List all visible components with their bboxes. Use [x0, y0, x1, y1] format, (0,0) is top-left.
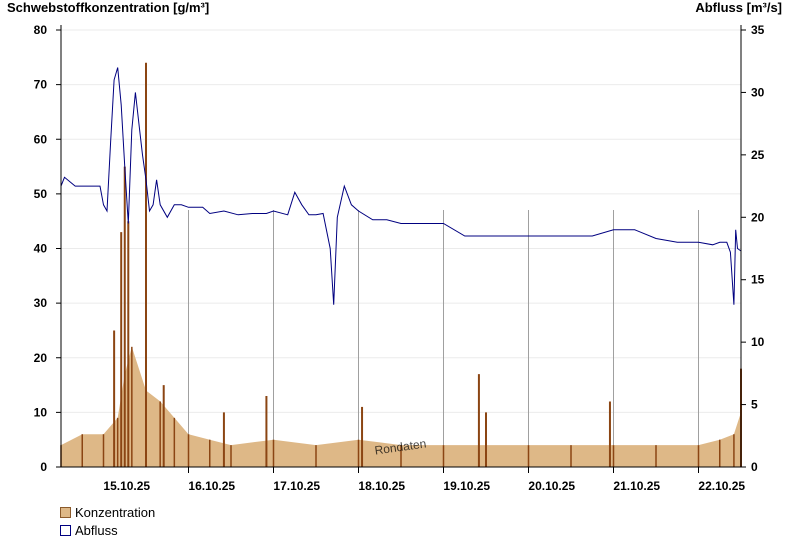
abfluss-line [60, 67, 742, 305]
legend-swatch-konzentration [60, 507, 71, 518]
left-axis-tick-label: 0 [40, 460, 47, 474]
left-axis-tick-label: 80 [34, 23, 48, 37]
right-axis-tick-label: 0 [751, 460, 758, 474]
x-axis-tick-label: 17.10.25 [273, 479, 320, 493]
left-axis-tick-label: 30 [34, 296, 48, 310]
right-axis-tick-label: 35 [751, 23, 765, 37]
x-axis-tick-label: 20.10.25 [528, 479, 575, 493]
right-axis-tick-label: 25 [751, 148, 765, 162]
x-axis-tick-label: 22.10.25 [698, 479, 745, 493]
legend-item-konzentration: Konzentration [60, 505, 155, 520]
left-axis-tick-label: 50 [34, 187, 48, 201]
right-axis-tick-label: 10 [751, 335, 765, 349]
x-axis-tick-label: 15.10.25 [103, 479, 150, 493]
right-axis-tick-label: 15 [751, 273, 765, 287]
left-axis-tick-label: 60 [34, 132, 48, 146]
left-axis-tick-label: 10 [34, 405, 48, 419]
x-axis-tick-label: 19.10.25 [443, 479, 490, 493]
left-axis-tick-label: 40 [34, 242, 48, 256]
x-axis-tick-label: 18.10.25 [358, 479, 405, 493]
left-axis-tick-label: 70 [34, 78, 48, 92]
right-axis-tick-label: 30 [751, 85, 765, 99]
legend-label-konzentration: Konzentration [75, 505, 156, 520]
right-axis-tick-label: 20 [751, 210, 765, 224]
legend-label-abfluss: Abfluss [75, 523, 118, 538]
x-axis-tick-label: 21.10.25 [613, 479, 660, 493]
legend-swatch-abfluss [60, 525, 71, 536]
chart-area: Rondaten01020304050607080051015202530351… [34, 23, 765, 493]
right-axis-tick-label: 5 [751, 398, 758, 412]
right-axis-title: Abfluss [m³/s] [695, 0, 782, 15]
left-axis-tick-label: 20 [34, 351, 48, 365]
x-axis-tick-label: 16.10.25 [188, 479, 235, 493]
legend-item-abfluss: Abfluss [60, 523, 118, 538]
left-axis-title: Schwebstoffkonzentration [g/m³] [7, 0, 210, 15]
